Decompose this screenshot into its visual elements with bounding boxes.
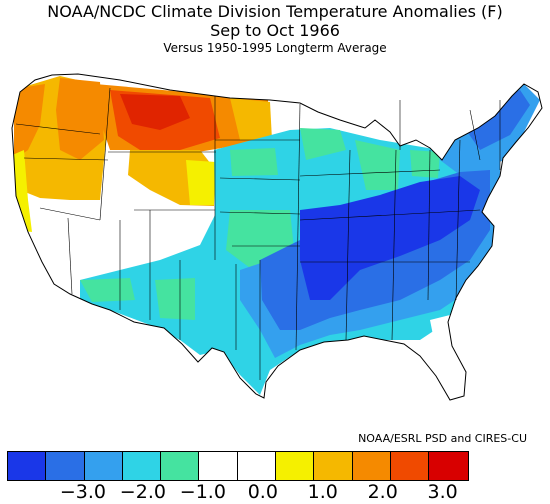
color-scale-swatch [84,452,123,480]
color-scale-swatch [199,452,238,480]
color-scale-tick: −3.0 [59,481,106,503]
color-scale-swatch [352,452,391,480]
color-scale-tick: −2.0 [119,481,166,503]
color-scale-swatch [46,452,85,480]
map-baseline: Versus 1950-1995 Longterm Average [163,41,387,55]
color-scale [7,451,469,481]
color-scale-swatch [8,452,47,480]
color-scale-tick: 2.0 [367,481,398,503]
color-scale-swatch [429,452,468,480]
color-scale-tick: −1.0 [179,481,226,503]
color-scale-swatch [237,452,277,480]
color-scale-swatch [390,452,430,480]
color-scale-tick: 0.0 [247,481,278,503]
anomaly-fill [12,74,542,400]
color-scale-swatch [161,452,200,480]
color-scale-swatch [276,452,315,480]
map-period: Sep to Oct 1966 [210,21,340,40]
map-title: NOAA/NCDC Climate Division Temperature A… [47,2,503,21]
color-scale-tick: 3.0 [427,481,458,503]
division-boundaries [11,73,543,401]
color-scale-labels: −3.0 −2.0 −1.0 0.0 1.0 2.0 3.0 [0,481,550,503]
color-scale-swatch [314,452,353,480]
data-credit: NOAA/ESRL PSD and CIRES-CU [358,432,527,445]
title-block: NOAA/NCDC Climate Division Temperature A… [0,2,550,56]
color-scale-swatch [122,452,162,480]
color-scale-tick: 1.0 [307,481,338,503]
us-anomaly-map [11,73,543,401]
